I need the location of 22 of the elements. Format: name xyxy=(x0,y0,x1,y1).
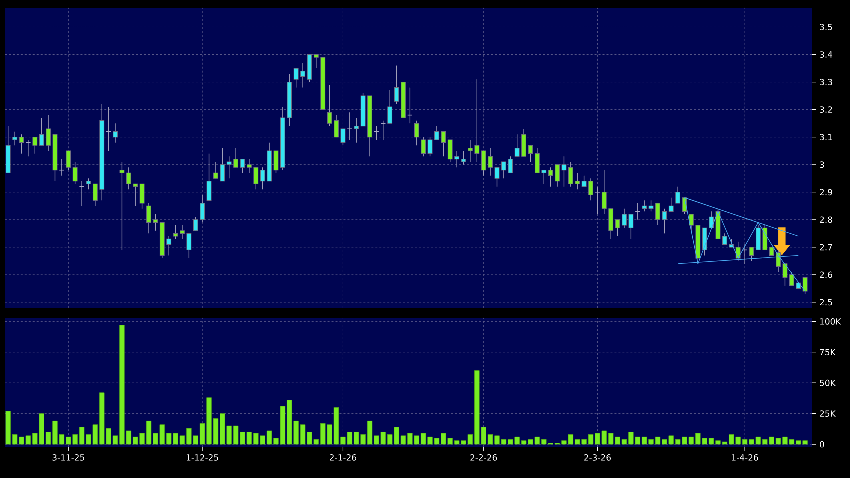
x-tick-label: 3-11-25 xyxy=(52,454,84,461)
y-tick-label: 3.2 xyxy=(820,106,832,114)
x-tick-label: 1-12-25 xyxy=(186,454,218,461)
y-tick-label: 3.4 xyxy=(820,52,833,58)
y-tick-label: 2.8 xyxy=(820,216,832,224)
y-tick-label: 3.3 xyxy=(820,79,832,86)
y-tick-label: 2.6 xyxy=(820,272,832,278)
y-tick-label: 50K xyxy=(820,380,836,386)
y-tick-label: 100K xyxy=(820,318,842,325)
x-tick-label: 2-1-26 xyxy=(330,454,357,461)
y-tick-label: 25K xyxy=(820,410,836,418)
x-tick-label: 1-4-26 xyxy=(732,454,758,461)
x-tick-label: 2-3-26 xyxy=(584,454,611,461)
y-tick-label: 0 xyxy=(820,441,824,448)
y-tick-label: 3 xyxy=(820,162,824,168)
y-tick-label: 2.9 xyxy=(820,189,832,196)
y-tick-label: 2.5 xyxy=(820,299,832,306)
x-tick-label: 2-2-26 xyxy=(470,454,498,461)
y-tick-label: 2.7 xyxy=(820,244,832,251)
y-tick-label: 75K xyxy=(820,349,836,356)
y-tick-label: 3.1 xyxy=(820,134,832,141)
y-tick-label: 3.5 xyxy=(820,24,832,30)
